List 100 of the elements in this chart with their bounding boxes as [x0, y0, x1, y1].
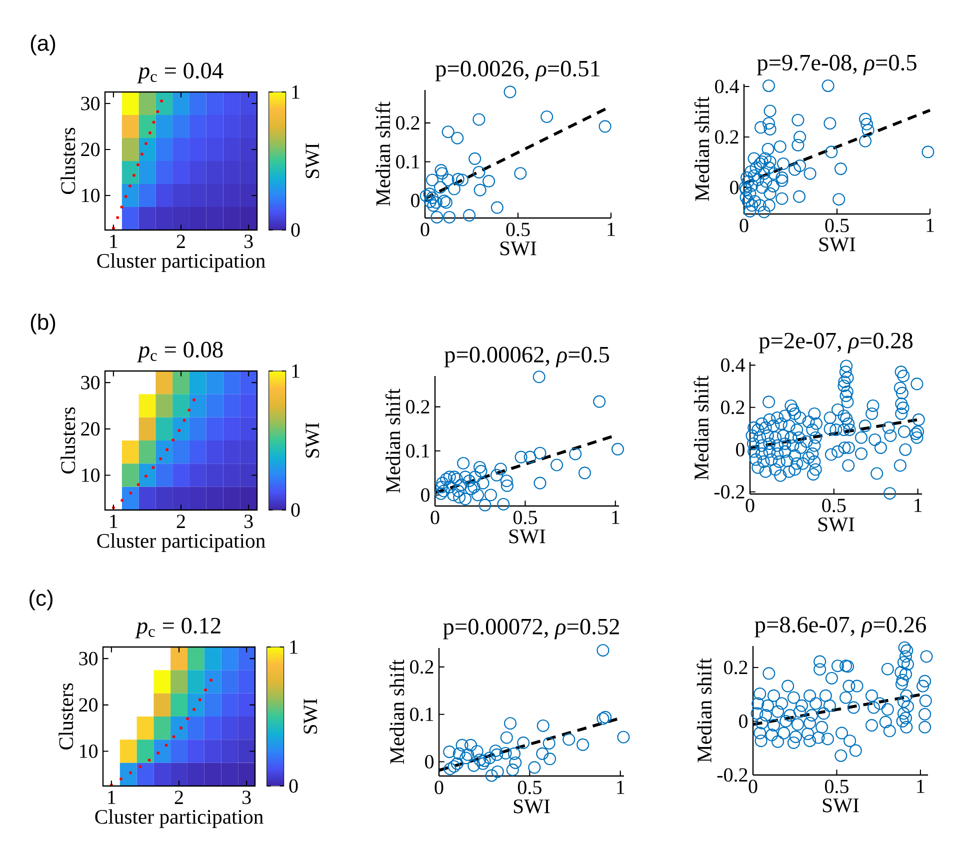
y-tick-label: 0.4 [721, 358, 745, 372]
chart-title: p=8.6e-07, ρ=0.26 [754, 616, 926, 638]
x-tick-label: 1 [110, 514, 118, 528]
point [483, 752, 496, 764]
point [450, 757, 464, 770]
point [550, 458, 564, 472]
point [485, 769, 498, 782]
point [744, 165, 758, 178]
point [448, 760, 460, 773]
point [758, 167, 770, 180]
point [862, 124, 874, 136]
y-axis-title: Median shift [696, 658, 712, 762]
point [744, 187, 756, 200]
point [499, 746, 512, 760]
x-axis-title: SWI [514, 799, 550, 814]
point [762, 142, 774, 156]
y-tick-label: 0 [736, 442, 745, 456]
x-tick-label: 1 [926, 218, 934, 232]
x-axis-title: SWI [818, 517, 854, 532]
point [474, 754, 486, 766]
x-axis-title: SWI [822, 798, 859, 812]
point [504, 717, 517, 730]
point [598, 120, 612, 133]
y-tick-label: 20 [81, 422, 100, 436]
point [500, 479, 514, 492]
point [456, 174, 468, 186]
point [436, 167, 448, 180]
point [478, 754, 491, 768]
point [457, 456, 470, 470]
point [593, 395, 606, 408]
point [463, 209, 476, 222]
point [497, 498, 510, 510]
chart-title: p=0.00072, ρ=0.52 [443, 618, 619, 640]
chart-title: p$_{c}$ = 0.04 [137, 62, 224, 84]
point [451, 132, 464, 144]
point [442, 126, 454, 138]
point [464, 738, 478, 752]
point [462, 748, 474, 761]
point [748, 152, 760, 165]
point [455, 478, 468, 492]
point [500, 731, 513, 744]
point [532, 370, 546, 384]
point [859, 134, 872, 148]
point [430, 196, 442, 209]
y-tick-label: 0.1 [406, 444, 430, 458]
point [764, 155, 776, 168]
chart-title: p$_{c}$ = 0.12 [135, 618, 220, 638]
text: (b) [30, 314, 56, 334]
point [754, 199, 766, 212]
point [569, 448, 582, 460]
point [536, 747, 549, 760]
x-tick-label: 1 [914, 498, 922, 512]
point [494, 462, 507, 476]
x-tick-label: 1 [612, 510, 620, 524]
x-axis-title: Cluster participation [97, 533, 266, 552]
color-bar-title: SWI [306, 422, 320, 458]
point [922, 146, 934, 158]
x-tick-label: 2 [176, 234, 185, 248]
y-tick-label: 30 [79, 652, 98, 666]
point [794, 160, 806, 172]
point [611, 442, 624, 456]
x-tick-label: 0.5 [513, 510, 537, 524]
point [452, 484, 465, 498]
color-bar-label: 1 [290, 640, 298, 654]
point [472, 113, 486, 126]
point [524, 450, 536, 464]
point [534, 476, 546, 490]
color-bar-title: SWI [306, 143, 320, 178]
x-tick-label: 1 [110, 234, 118, 248]
point [764, 104, 776, 118]
point [792, 138, 804, 152]
point [562, 733, 576, 746]
point [792, 114, 804, 126]
point [517, 736, 530, 750]
point [740, 171, 754, 184]
point [860, 118, 874, 130]
point [456, 738, 468, 752]
point [762, 199, 776, 212]
point [742, 175, 754, 188]
point [436, 476, 449, 490]
point [478, 498, 492, 512]
y-tick-label: 0 [425, 755, 434, 769]
point [434, 164, 448, 177]
y-tick-label: -0.2 [714, 485, 744, 499]
point [484, 488, 498, 502]
x-tick-label: 2 [176, 514, 185, 528]
point [473, 460, 486, 474]
point [489, 744, 502, 758]
y-tick-label: 0 [421, 488, 430, 502]
y-axis-title: Clusters [58, 683, 74, 750]
y-tick-label: 0 [411, 194, 420, 208]
y-tick-label: 10 [82, 468, 100, 482]
point [788, 163, 802, 176]
point [599, 710, 612, 724]
y-tick-label: 0.2 [396, 116, 420, 130]
point [762, 79, 776, 92]
point [764, 122, 776, 136]
y-axis-title: Clusters [60, 407, 76, 474]
point [490, 201, 504, 214]
point [423, 188, 436, 200]
